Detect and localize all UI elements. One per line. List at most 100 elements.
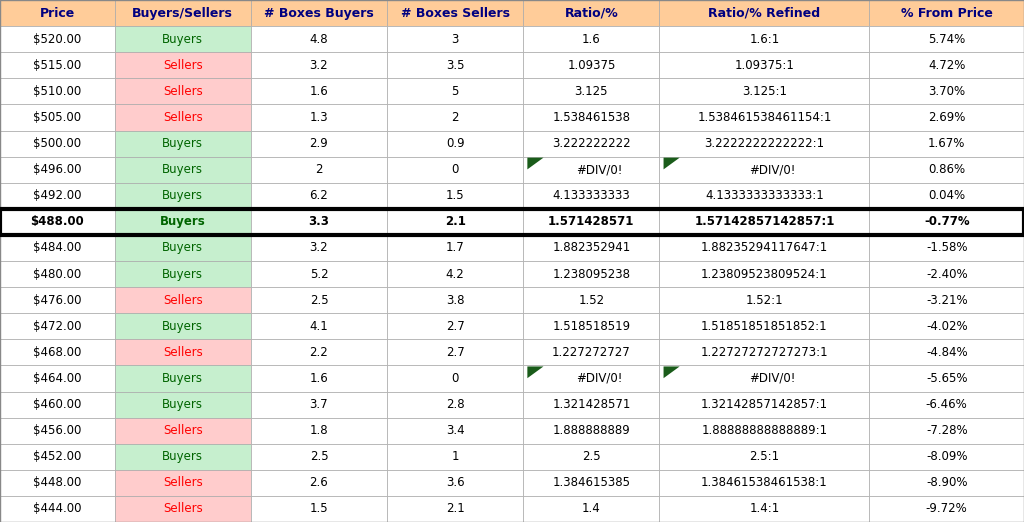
Bar — [523, 104, 659, 130]
Text: # Boxes Sellers: # Boxes Sellers — [400, 7, 510, 19]
Bar — [251, 78, 387, 104]
Bar — [659, 78, 869, 104]
Bar — [0, 52, 115, 78]
Text: 5: 5 — [452, 85, 459, 98]
Text: Buyers: Buyers — [162, 450, 204, 463]
Bar — [0, 26, 115, 52]
Bar — [387, 418, 523, 444]
Bar — [869, 339, 1024, 365]
Text: Buyers: Buyers — [162, 268, 204, 280]
Text: 1.6: 1.6 — [309, 372, 329, 385]
Text: 1.09375:1: 1.09375:1 — [734, 59, 795, 72]
Text: 4.2: 4.2 — [445, 268, 465, 280]
Bar — [0, 209, 1024, 235]
Bar — [523, 392, 659, 418]
Bar — [523, 157, 659, 183]
Bar — [523, 78, 659, 104]
Bar — [523, 26, 659, 52]
Bar — [523, 130, 659, 157]
Text: -4.02%: -4.02% — [926, 320, 968, 333]
Text: 1.38461538461538:1: 1.38461538461538:1 — [701, 477, 827, 489]
Bar — [387, 496, 523, 522]
Bar — [115, 157, 251, 183]
Bar — [115, 444, 251, 470]
Text: 2.5: 2.5 — [582, 450, 601, 463]
Text: Ratio/%: Ratio/% — [564, 7, 618, 19]
Text: 3.5: 3.5 — [445, 59, 465, 72]
Text: 1.8: 1.8 — [309, 424, 329, 437]
Text: -8.09%: -8.09% — [926, 450, 968, 463]
Bar — [115, 365, 251, 392]
Text: 3: 3 — [452, 33, 459, 45]
Bar — [0, 470, 115, 496]
Text: 1.4: 1.4 — [582, 503, 601, 515]
Polygon shape — [527, 366, 544, 378]
Text: $492.00: $492.00 — [33, 189, 82, 202]
Bar — [251, 418, 387, 444]
Text: 1.88235294117647:1: 1.88235294117647:1 — [700, 242, 828, 254]
Bar — [659, 0, 869, 26]
Bar — [0, 209, 115, 235]
Bar — [523, 209, 659, 235]
Bar — [115, 287, 251, 313]
Text: 3.125:1: 3.125:1 — [742, 85, 786, 98]
Bar — [869, 365, 1024, 392]
Text: $464.00: $464.00 — [33, 372, 82, 385]
Text: 1.238095238: 1.238095238 — [552, 268, 631, 280]
Text: Sellers: Sellers — [163, 424, 203, 437]
Text: 4.1333333333333:1: 4.1333333333333:1 — [706, 189, 823, 202]
Text: 5.74%: 5.74% — [928, 33, 966, 45]
Text: 2: 2 — [452, 111, 459, 124]
Bar — [251, 157, 387, 183]
Text: -3.21%: -3.21% — [926, 294, 968, 306]
Bar — [523, 444, 659, 470]
Text: $460.00: $460.00 — [33, 398, 82, 411]
Text: 1.5: 1.5 — [445, 189, 465, 202]
Bar — [387, 183, 523, 209]
Text: 0: 0 — [452, 163, 459, 176]
Bar — [659, 496, 869, 522]
Bar — [387, 52, 523, 78]
Bar — [115, 235, 251, 261]
Bar — [869, 209, 1024, 235]
Text: 3.8: 3.8 — [445, 294, 465, 306]
Text: Buyers: Buyers — [160, 216, 206, 228]
Bar — [387, 0, 523, 26]
Bar — [251, 470, 387, 496]
Text: 1.09375: 1.09375 — [567, 59, 615, 72]
Bar — [523, 235, 659, 261]
Bar — [115, 209, 251, 235]
Polygon shape — [664, 158, 680, 169]
Bar — [115, 392, 251, 418]
Text: $444.00: $444.00 — [33, 503, 82, 515]
Bar — [869, 470, 1024, 496]
Text: 1.4:1: 1.4:1 — [750, 503, 779, 515]
Bar — [869, 52, 1024, 78]
Text: $515.00: $515.00 — [33, 59, 82, 72]
Bar — [387, 261, 523, 287]
Text: Buyers: Buyers — [162, 137, 204, 150]
Bar — [523, 261, 659, 287]
Text: -6.46%: -6.46% — [926, 398, 968, 411]
Bar — [869, 78, 1024, 104]
Text: Sellers: Sellers — [163, 294, 203, 306]
Text: 1.7: 1.7 — [445, 242, 465, 254]
Text: $452.00: $452.00 — [33, 450, 82, 463]
Bar — [869, 261, 1024, 287]
Bar — [251, 261, 387, 287]
Bar — [659, 392, 869, 418]
Bar — [659, 261, 869, 287]
Text: 3.70%: 3.70% — [928, 85, 966, 98]
Text: -9.72%: -9.72% — [926, 503, 968, 515]
Bar — [387, 339, 523, 365]
Text: 3.4: 3.4 — [445, 424, 465, 437]
Text: 2.7: 2.7 — [445, 346, 465, 359]
Bar — [0, 418, 115, 444]
Text: 2: 2 — [315, 163, 323, 176]
Bar — [251, 183, 387, 209]
Text: 1.32142857142857:1: 1.32142857142857:1 — [700, 398, 828, 411]
Bar — [0, 157, 115, 183]
Bar — [0, 392, 115, 418]
Text: 2.5: 2.5 — [309, 450, 329, 463]
Bar — [523, 418, 659, 444]
